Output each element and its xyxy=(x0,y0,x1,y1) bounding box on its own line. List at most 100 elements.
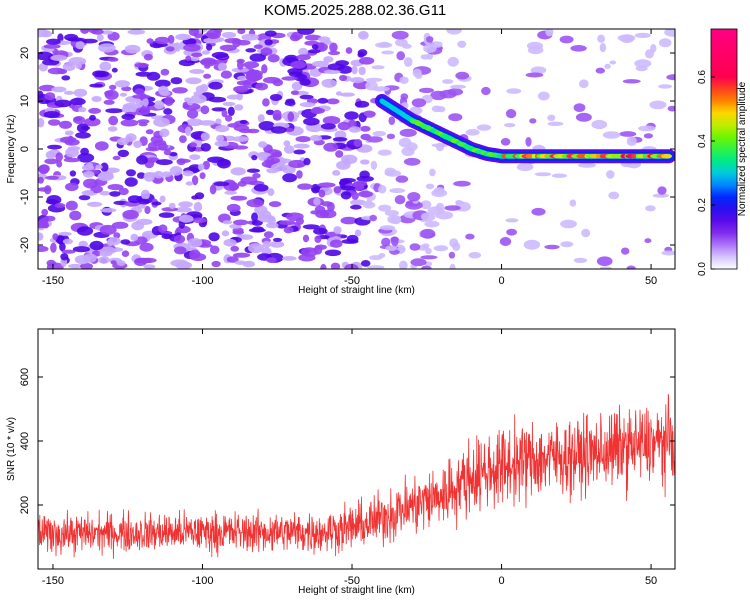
x-tick-label: -150 xyxy=(42,275,64,287)
noise-blob xyxy=(175,206,192,213)
noise-blob xyxy=(243,61,260,69)
noise-blob xyxy=(185,77,202,85)
noise-blob xyxy=(448,251,456,259)
noise-blob xyxy=(433,187,445,195)
noise-blob xyxy=(38,62,48,72)
noise-blob xyxy=(206,43,213,51)
colorbar-tick-label: 0.4 xyxy=(697,134,708,148)
noise-blob xyxy=(354,229,362,237)
noise-blob xyxy=(189,154,201,161)
noise-blob xyxy=(113,232,121,239)
noise-blob xyxy=(481,86,491,96)
noise-blob xyxy=(38,232,44,241)
noise-blob xyxy=(377,149,392,156)
noise-blob xyxy=(626,265,636,269)
noise-blob xyxy=(505,218,519,223)
noise-blob xyxy=(468,252,482,259)
noise-blob xyxy=(86,201,103,207)
noise-blob xyxy=(78,240,88,248)
noise-blob xyxy=(61,75,71,81)
noise-blob xyxy=(634,59,652,68)
noise-blob xyxy=(378,204,392,212)
noise-blob xyxy=(60,253,69,261)
noise-blob xyxy=(433,245,449,252)
noise-blob xyxy=(322,116,341,125)
noise-blob xyxy=(65,182,79,192)
noise-blob xyxy=(252,173,261,179)
noise-blob xyxy=(45,175,59,180)
noise-blob xyxy=(38,117,45,128)
noise-blob xyxy=(268,201,282,208)
noise-blob xyxy=(169,152,178,157)
noise-blob xyxy=(230,245,239,252)
x-tick-label: 50 xyxy=(645,575,657,587)
noise-blob xyxy=(529,118,537,124)
noise-blob xyxy=(435,142,445,152)
noise-blob xyxy=(44,185,52,195)
noise-blob xyxy=(569,199,577,207)
noise-blob xyxy=(645,49,654,59)
noise-blob xyxy=(101,30,114,35)
noise-blob xyxy=(112,155,121,161)
noise-blob xyxy=(48,119,61,126)
noise-blob xyxy=(358,57,375,65)
noise-blob xyxy=(185,181,194,186)
noise-blob xyxy=(386,133,396,140)
noise-blob xyxy=(293,149,306,155)
noise-blob xyxy=(38,176,44,184)
noise-blob xyxy=(283,140,291,147)
noise-blob xyxy=(92,70,106,78)
noise-blob xyxy=(657,186,667,195)
noise-blob xyxy=(69,210,82,221)
noise-blob xyxy=(211,51,229,59)
noise-blob xyxy=(455,71,470,80)
noise-blob xyxy=(99,171,109,179)
noise-blob xyxy=(132,94,151,99)
noise-blob xyxy=(38,245,49,252)
noise-blob xyxy=(61,249,76,254)
noise-blob xyxy=(336,160,351,170)
noise-blob xyxy=(288,159,306,169)
noise-blob xyxy=(359,170,370,179)
noise-blob xyxy=(186,118,204,127)
noise-blob xyxy=(99,191,111,196)
noise-blob xyxy=(559,35,574,44)
noise-blob xyxy=(77,153,95,163)
noise-blob xyxy=(578,162,596,168)
noise-blob xyxy=(425,247,432,255)
noise-blob xyxy=(311,44,319,50)
noise-blob xyxy=(263,231,274,239)
noise-blob xyxy=(269,94,283,101)
noise-blob xyxy=(203,37,221,44)
noise-blob xyxy=(72,246,90,253)
x-tick-label: 0 xyxy=(498,275,504,287)
noise-blob xyxy=(617,34,636,42)
noise-blob xyxy=(114,80,130,88)
noise-blob xyxy=(525,137,532,147)
noise-blob xyxy=(299,94,314,100)
noise-blob xyxy=(254,205,268,215)
noise-blob xyxy=(649,100,667,110)
noise-blob xyxy=(599,266,612,269)
noise-blob xyxy=(159,90,171,97)
noise-blob xyxy=(103,99,115,105)
noise-blob xyxy=(298,47,309,57)
noise-blob xyxy=(537,91,550,101)
noise-blob xyxy=(324,249,342,257)
noise-blob xyxy=(163,108,173,115)
noise-blob xyxy=(139,242,154,252)
noise-blob xyxy=(403,57,413,67)
noise-blob xyxy=(516,162,534,172)
noise-blob xyxy=(231,67,250,73)
noise-blob xyxy=(193,91,203,96)
noise-blob xyxy=(391,236,399,247)
noise-blob xyxy=(317,182,336,188)
noise-blob xyxy=(281,76,298,81)
noise-blob xyxy=(272,237,283,242)
noise-blob xyxy=(400,93,409,101)
noise-blob xyxy=(398,260,408,269)
noise-blob xyxy=(341,239,359,244)
noise-blob xyxy=(174,246,187,255)
noise-blob xyxy=(183,43,201,52)
noise-blob xyxy=(570,45,587,52)
